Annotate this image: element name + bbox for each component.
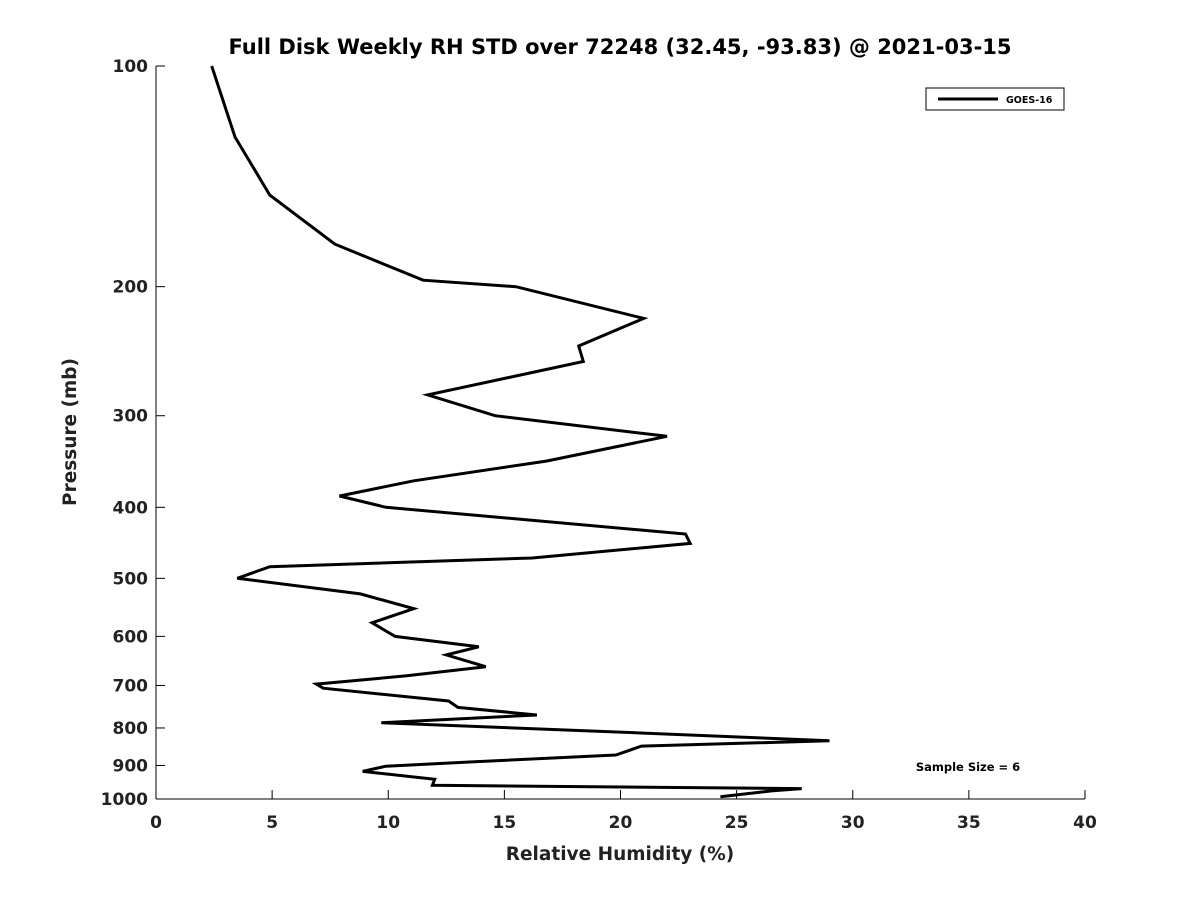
y-tick-label: 700 [113,676,149,696]
ticks: 0 5 10 15 20 25 30 35 40 100 200 300 400 500 600 700 800… [101,57,1097,833]
y-tick-label: 800 [113,719,149,739]
y-tick-label: 500 [113,569,149,589]
y-tick-label: 600 [113,627,149,647]
y-tick-label: 1000 [101,790,148,810]
y-axis-label: Pressure (mb) [60,358,81,506]
x-tick-label: 5 [266,813,278,833]
x-tick-label: 35 [957,813,981,833]
chart-title: Full Disk Weekly RH STD over 72248 (32.4… [228,35,1011,59]
series-line-goes-16 [210,65,830,799]
axes [155,66,1085,800]
x-tick-label: 0 [150,813,162,833]
x-tick-label: 25 [725,813,749,833]
y-tick-label: 200 [113,278,149,298]
series-layer [210,65,830,799]
y-tick-label: 100 [113,57,149,77]
x-axis-label: Relative Humidity (%) [506,844,735,865]
legend-label-goes-16: GOES-16 [1006,95,1053,106]
y-tick-label: 300 [113,407,149,427]
y-tick-label: 900 [113,756,149,776]
y-tick-label: 400 [113,498,149,518]
x-tick-label: 40 [1073,813,1097,833]
x-tick-label: 20 [609,813,633,833]
legend: GOES-16 [925,87,1065,111]
x-tick-label: 15 [493,813,517,833]
sample-size-annotation: Sample Size = 6 [916,760,1020,774]
x-tick-label: 30 [841,813,865,833]
x-tick-label: 10 [376,813,400,833]
